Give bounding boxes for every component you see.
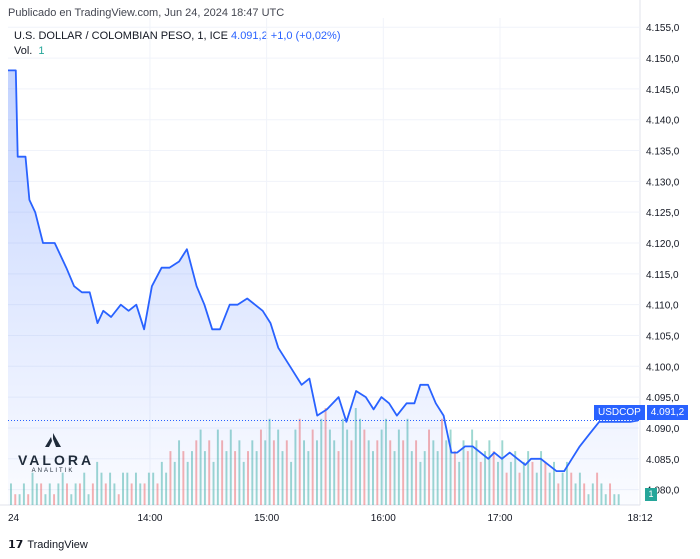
last-price-tag: USDCOP 4.091,2 (594, 405, 689, 420)
price-change: +1,0 (+0,02%) (270, 30, 341, 42)
y-tick-label: 4.135,0 (646, 147, 680, 158)
y-tick-label: 4.130,0 (646, 177, 680, 188)
y-tick-label: 4.100,0 (646, 362, 680, 373)
x-tick-label: 17:00 (487, 513, 512, 524)
y-tick-label: 4.120,0 (646, 239, 680, 250)
volume-value: 1 (38, 45, 45, 57)
price-tag: 4.091,2 (646, 405, 689, 420)
y-tick-label: 4.080,0 (646, 486, 680, 497)
y-tick-label: 4.105,0 (646, 331, 680, 342)
y-tick-label: 4.110,0 (646, 301, 679, 312)
y-tick-label: 4.145,0 (646, 85, 680, 96)
last-value: 4.091,2 (231, 30, 268, 42)
x-tick-label: 14:00 (137, 513, 162, 524)
footer-brand: TradingView (27, 538, 88, 551)
tradingview-logo-icon: 𝟭𝟳 (8, 539, 24, 551)
valora-watermark: VALORA ANALITIK (18, 433, 95, 474)
volume-label: Vol. (14, 45, 33, 57)
volume-legend[interactable]: Vol. 1 (14, 45, 44, 57)
symbol-title: U.S. DOLLAR / COLOMBIAN PESO, 1, ICE (14, 30, 228, 42)
watermark-name: VALORA (18, 452, 95, 468)
x-tick-label: 18:12 (627, 513, 652, 524)
x-tick-label: 16:00 (371, 513, 396, 524)
y-tick-label: 4.095,0 (646, 393, 680, 404)
y-tick-label: 4.155,0 (646, 23, 680, 34)
volume-tag: 1 (645, 488, 657, 501)
price-area (8, 70, 639, 506)
footer[interactable]: 𝟭𝟳 TradingView (8, 538, 88, 552)
y-tick-label: 4.090,0 (646, 424, 680, 435)
y-tick-label: 4.150,0 (646, 54, 680, 65)
x-tick-label: 24 (8, 513, 20, 524)
symbol-tag: USDCOP (594, 405, 645, 420)
y-tick-label: 4.140,0 (646, 116, 680, 127)
price-line (8, 69, 639, 472)
watermark-sub: ANALITIK (31, 468, 75, 474)
y-tick-label: 4.085,0 (646, 455, 680, 466)
price-chart[interactable]: 4.155,0 4.150,0 4.145,0 4.140,0 4.135,0 4.130… (0, 0, 700, 535)
y-tick-label: 4.115,0 (646, 270, 679, 281)
x-tick-label: 15:00 (254, 513, 279, 524)
valora-logo-icon (45, 433, 61, 447)
published-credit: Publicado en TradingView.com, Jun 24, 20… (8, 7, 285, 19)
symbol-legend[interactable]: U.S. DOLLAR / COLOMBIAN PESO, 1, ICE 4.0… (14, 30, 341, 42)
y-tick-label: 4.125,0 (646, 208, 680, 219)
